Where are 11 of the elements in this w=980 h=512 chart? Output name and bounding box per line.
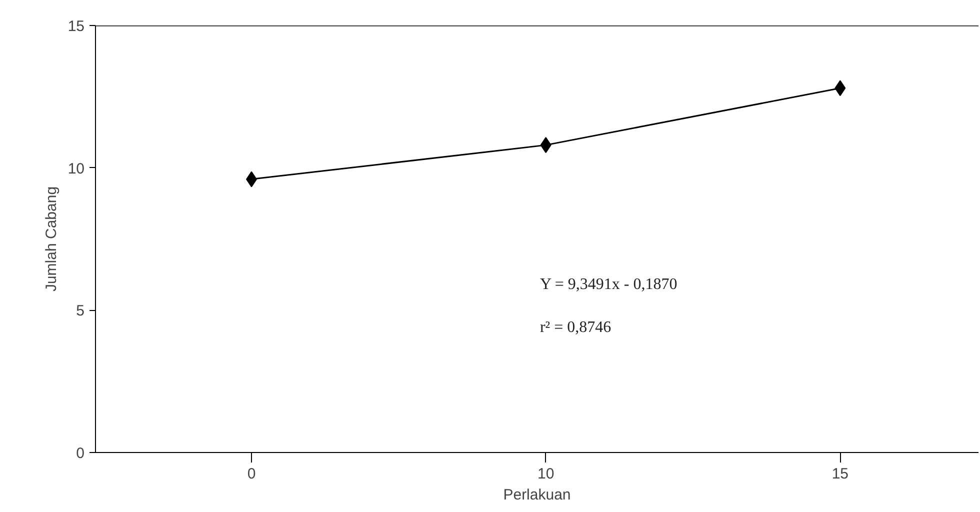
x-axis-title: Perlakuan	[503, 486, 571, 504]
y-axis-title: Jumlah Cabang	[42, 186, 60, 292]
y-tick-label: 10	[68, 160, 85, 178]
annotation: r² = 0,8746	[540, 318, 612, 336]
x-tick-label: 10	[537, 466, 554, 482]
y-tick-label: 15	[68, 18, 85, 35]
annotation: Y = 9,3491x - 0,1870	[540, 276, 678, 294]
x-tick-label: 0	[247, 466, 256, 482]
y-tick-label: 5	[76, 302, 84, 320]
x-tick-label: 15	[832, 466, 849, 482]
y-tick-label: 0	[76, 445, 84, 462]
